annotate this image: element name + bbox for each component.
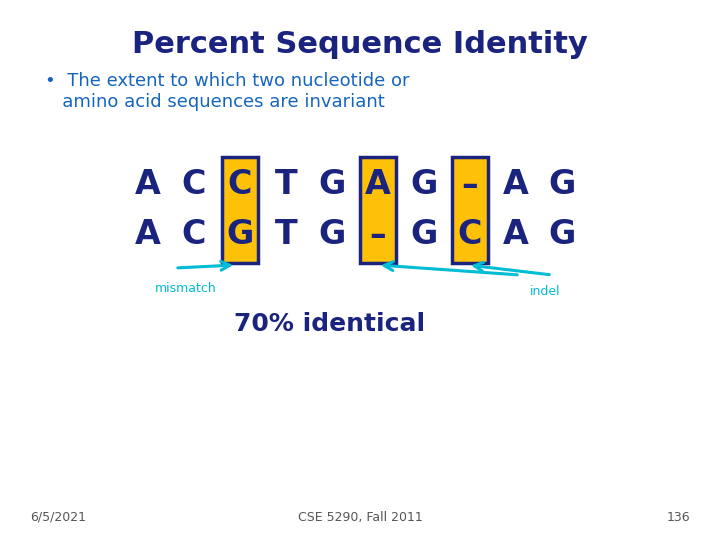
Text: A: A xyxy=(135,219,161,252)
Bar xyxy=(222,157,258,263)
Text: C: C xyxy=(181,168,206,201)
Text: G: G xyxy=(318,219,346,252)
Text: G: G xyxy=(318,168,346,201)
Text: Percent Sequence Identity: Percent Sequence Identity xyxy=(132,30,588,59)
Text: mismatch: mismatch xyxy=(155,282,217,295)
Text: A: A xyxy=(503,168,529,201)
Text: •  The extent to which two nucleotide or: • The extent to which two nucleotide or xyxy=(45,72,410,90)
Text: T: T xyxy=(275,168,297,201)
Text: –: – xyxy=(369,219,387,252)
Text: amino acid sequences are invariant: amino acid sequences are invariant xyxy=(45,93,384,111)
Text: C: C xyxy=(228,168,252,201)
Text: A: A xyxy=(503,219,529,252)
Bar xyxy=(452,157,488,263)
Text: CSE 5290, Fall 2011: CSE 5290, Fall 2011 xyxy=(297,511,423,524)
Text: –: – xyxy=(462,168,478,201)
Text: G: G xyxy=(549,219,576,252)
Text: G: G xyxy=(410,168,438,201)
Text: G: G xyxy=(410,219,438,252)
Text: A: A xyxy=(365,168,391,201)
Text: G: G xyxy=(549,168,576,201)
Text: 136: 136 xyxy=(667,511,690,524)
Bar xyxy=(360,157,396,263)
Text: A: A xyxy=(135,168,161,201)
Text: 70% identical: 70% identical xyxy=(235,312,426,336)
Text: 6/5/2021: 6/5/2021 xyxy=(30,511,86,524)
Text: indel: indel xyxy=(530,285,561,298)
Text: G: G xyxy=(226,219,253,252)
Text: C: C xyxy=(458,219,482,252)
Text: C: C xyxy=(181,219,206,252)
Text: T: T xyxy=(275,219,297,252)
